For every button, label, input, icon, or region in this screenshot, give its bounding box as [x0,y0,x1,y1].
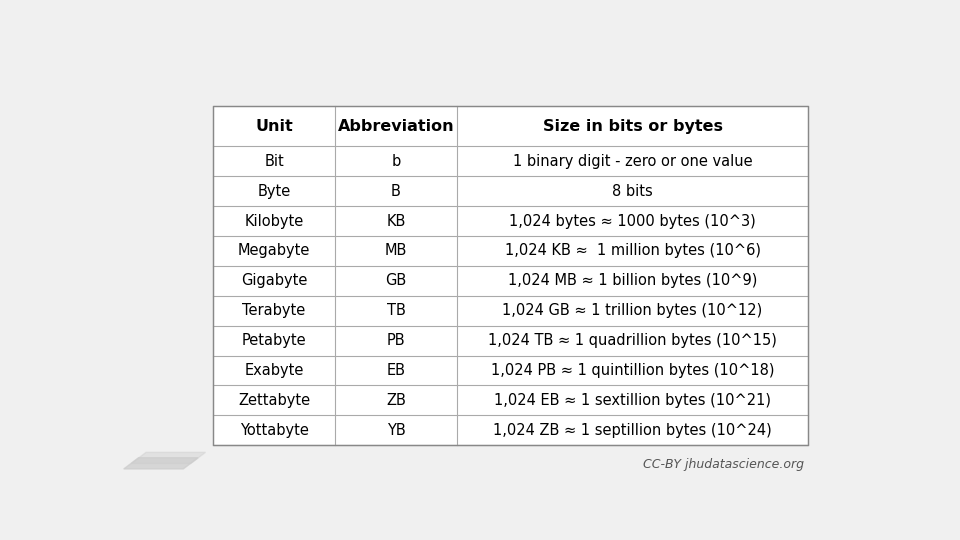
Text: YB: YB [387,423,405,438]
Text: Bit: Bit [264,154,284,169]
Text: 1,024 TB ≈ 1 quadrillion bytes (10^15): 1,024 TB ≈ 1 quadrillion bytes (10^15) [489,333,777,348]
Text: Yottabyte: Yottabyte [240,423,308,438]
Text: Gigabyte: Gigabyte [241,273,307,288]
Text: Zettabyte: Zettabyte [238,393,310,408]
Text: Unit: Unit [255,119,293,134]
Text: Kilobyte: Kilobyte [245,214,303,228]
Text: 8 bits: 8 bits [612,184,653,199]
Text: 1,024 bytes ≈ 1000 bytes (10^3): 1,024 bytes ≈ 1000 bytes (10^3) [509,214,756,228]
Text: B: B [391,184,401,199]
Text: ZB: ZB [386,393,406,408]
Text: Terabyte: Terabyte [242,303,305,318]
Text: KB: KB [386,214,406,228]
Text: Megabyte: Megabyte [238,244,310,259]
Polygon shape [132,453,205,463]
Text: b: b [392,154,400,169]
Polygon shape [124,458,198,469]
Text: 1,024 MB ≈ 1 billion bytes (10^9): 1,024 MB ≈ 1 billion bytes (10^9) [508,273,757,288]
Text: 1,024 GB ≈ 1 trillion bytes (10^12): 1,024 GB ≈ 1 trillion bytes (10^12) [502,303,763,318]
Text: 1,024 ZB ≈ 1 septillion bytes (10^24): 1,024 ZB ≈ 1 septillion bytes (10^24) [493,423,772,438]
Bar [213,106,808,445]
Text: TB: TB [387,303,405,318]
Bar [213,106,808,445]
Text: 1,024 PB ≈ 1 quintillion bytes (10^18): 1,024 PB ≈ 1 quintillion bytes (10^18) [491,363,775,378]
Text: 1,024 EB ≈ 1 sextillion bytes (10^21): 1,024 EB ≈ 1 sextillion bytes (10^21) [494,393,771,408]
Text: Petabyte: Petabyte [242,333,306,348]
Text: PB: PB [387,333,405,348]
Text: MB: MB [385,244,407,259]
Text: CC-BY jhudatascience.org: CC-BY jhudatascience.org [643,458,804,471]
Text: Size in bits or bytes: Size in bits or bytes [542,119,723,134]
Text: 1,024 KB ≈  1 million bytes (10^6): 1,024 KB ≈ 1 million bytes (10^6) [505,244,760,259]
Text: EB: EB [387,363,405,378]
Text: 1 binary digit - zero or one value: 1 binary digit - zero or one value [513,154,753,169]
Text: Exabyte: Exabyte [245,363,303,378]
Text: Abbreviation: Abbreviation [338,119,454,134]
Text: GB: GB [385,273,407,288]
Text: Byte: Byte [257,184,291,199]
